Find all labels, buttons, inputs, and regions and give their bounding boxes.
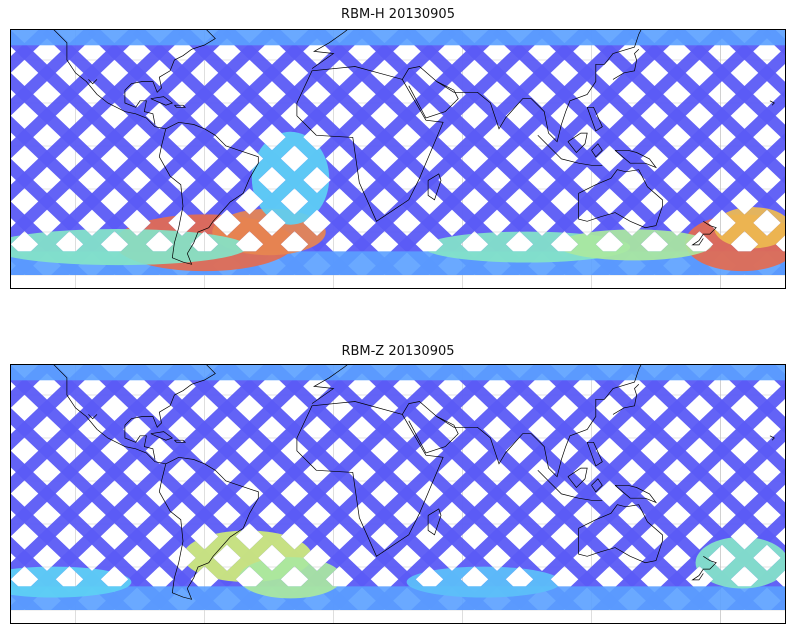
- coastline: [567, 132, 588, 154]
- coastline: [124, 30, 216, 93]
- swath-track: [276, 30, 547, 275]
- intensity-hotspot: [251, 131, 330, 225]
- coastline: [578, 169, 663, 229]
- coastline: [296, 66, 444, 222]
- swath-track: [11, 30, 232, 244]
- coastline: [311, 365, 348, 404]
- coastline: [124, 425, 156, 460]
- coastline: [691, 556, 717, 581]
- map-panel-rbm-h: [10, 29, 786, 289]
- swath-track: [11, 30, 187, 202]
- map-canvas-rbm-h: [11, 30, 785, 288]
- rbm-h-coastlines: [53, 30, 775, 265]
- coastline: [296, 401, 444, 557]
- coastline: [88, 79, 98, 85]
- coastline: [578, 504, 663, 564]
- swath-track: [96, 365, 367, 610]
- swath-track: [11, 365, 232, 579]
- swath-track: [366, 30, 637, 275]
- coastline: [150, 431, 174, 441]
- coastline: [586, 441, 603, 467]
- swath-track: [11, 30, 142, 159]
- coastline: [586, 106, 603, 132]
- coastline: [88, 414, 98, 420]
- coastline: [769, 435, 775, 441]
- coastline: [567, 467, 588, 489]
- rbm-z-hotspots: [11, 530, 785, 599]
- intensity-hotspot: [714, 207, 785, 249]
- coastline: [614, 484, 658, 504]
- map-canvas-rbm-z: [11, 365, 785, 623]
- swath-track: [11, 30, 97, 116]
- intensity-hotspot: [238, 557, 343, 599]
- swath-track: [591, 425, 785, 610]
- coastline: [591, 478, 603, 493]
- panel-title-rbm-h: RBM-H 20130905: [341, 7, 455, 22]
- coastline: [124, 90, 156, 125]
- coastline: [537, 135, 603, 166]
- south-band: [11, 586, 785, 610]
- north-band: [11, 365, 785, 381]
- coastline: [158, 456, 259, 600]
- coastline: [537, 470, 603, 501]
- rbm-h-hotspots: [11, 131, 785, 272]
- swath-track: [11, 365, 187, 537]
- coastline: [53, 365, 166, 465]
- intensity-hotspot: [11, 566, 132, 598]
- swath-track: [141, 365, 412, 610]
- panel-title-rbm-z: RBM-Z 20130905: [341, 344, 455, 359]
- coastline: [158, 121, 259, 265]
- swath-track: [321, 365, 592, 610]
- swath-track: [366, 365, 637, 610]
- swath-track: [321, 30, 592, 275]
- coastline: [591, 143, 603, 158]
- map-panel-rbm-z: [10, 364, 786, 624]
- intensity-hotspot: [406, 566, 562, 598]
- coastline: [408, 416, 459, 454]
- coastline: [124, 365, 216, 428]
- coastline: [769, 100, 775, 106]
- rbm-z-coastlines: [53, 365, 775, 600]
- intensity-hotspot: [557, 229, 712, 261]
- coastline: [311, 30, 348, 69]
- coastline: [150, 96, 174, 106]
- coastline: [408, 81, 459, 119]
- swath-track: [546, 382, 785, 610]
- swath-track: [11, 365, 142, 494]
- coastline: [691, 221, 717, 246]
- swath-track: [11, 365, 97, 451]
- coastline: [174, 104, 187, 108]
- coastline: [427, 173, 442, 201]
- coastline: [612, 49, 640, 80]
- coastline: [53, 30, 166, 130]
- intensity-hotspot: [695, 536, 785, 589]
- coastline: [427, 508, 442, 536]
- coastline: [614, 149, 658, 169]
- coastline: [612, 384, 640, 415]
- swath-track: [636, 468, 785, 610]
- coastline: [174, 439, 187, 443]
- north-band: [11, 30, 785, 46]
